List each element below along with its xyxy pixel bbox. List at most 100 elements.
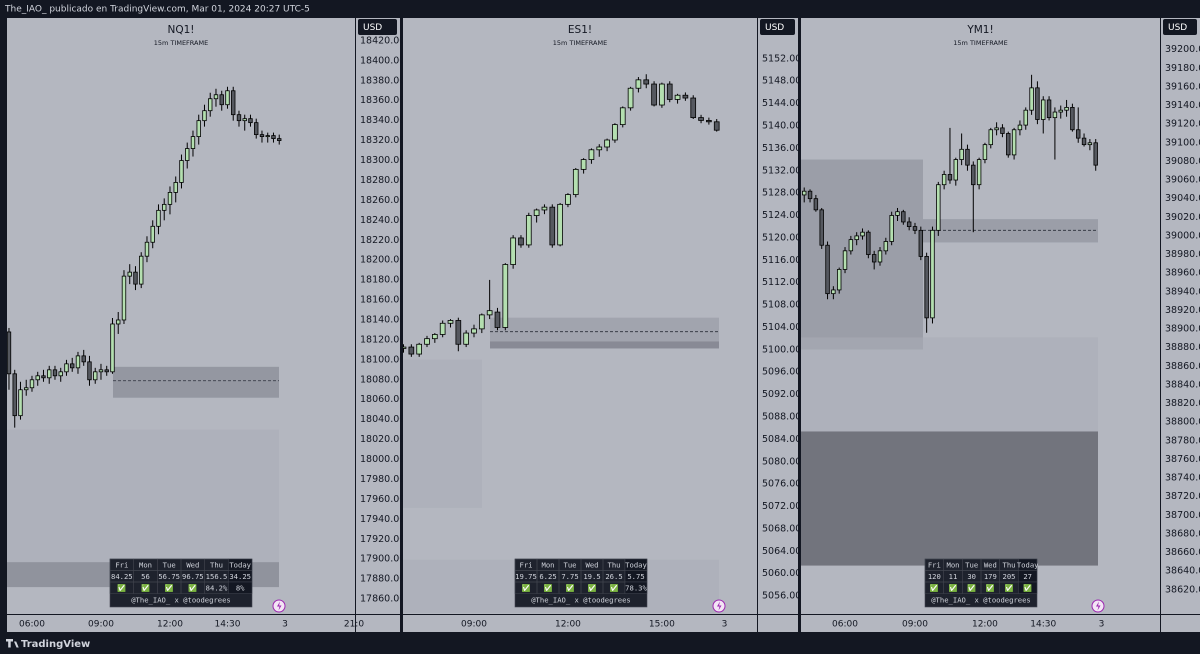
y-tick-label: 5144.00: [762, 98, 801, 109]
y-tick-label: 5080.00: [762, 456, 801, 467]
candle-body: [901, 211, 906, 223]
candle-body: [87, 361, 92, 381]
y-tick-label: 39140.00: [1165, 100, 1200, 111]
footer-text: TradingView: [21, 639, 90, 650]
candle-body: [219, 94, 224, 106]
candle-body: [889, 215, 894, 242]
candle-body: [924, 255, 929, 319]
y-tick-label: 39020.00: [1165, 212, 1200, 223]
y-tick-label: 38880.00: [1165, 342, 1200, 353]
table-cell: [624, 581, 648, 594]
table-header: Today: [1017, 560, 1039, 569]
candle-body: [1035, 87, 1040, 120]
candle-body: [557, 203, 563, 246]
zone: [113, 366, 279, 398]
table-value: 34.25: [229, 572, 251, 581]
x-tick-label: 15:00: [649, 620, 675, 630]
candle-body: [81, 355, 86, 363]
candle-body: [690, 97, 697, 119]
stats-table: Fri Mon Tue Wed Thu Today 84.25 56 56.75 96.75 156…: [109, 558, 253, 608]
candle-body: [854, 235, 859, 241]
chart-title: ES1!: [568, 24, 592, 36]
y-tick-label: 5072.00: [762, 501, 801, 512]
table-value: ✅: [610, 583, 619, 592]
table-value: 179: [984, 572, 997, 581]
candle-body: [271, 135, 276, 139]
candle-body: [1006, 133, 1011, 156]
x-tick-label: 09:00: [461, 620, 487, 630]
candle-body: [525, 215, 532, 246]
y-tick-label: 39160.00: [1165, 81, 1200, 92]
y-tick-label: 18060.00: [360, 394, 405, 405]
y-tick-label: 5112.00: [762, 277, 801, 288]
x-tick-label: 06:00: [19, 620, 45, 630]
y-tick-label: 17920.00: [360, 534, 405, 545]
table-header: Fri: [115, 560, 128, 569]
candle-body: [619, 107, 626, 126]
icon-bolt: [277, 601, 282, 611]
y-tick-label: 18180.00: [360, 275, 405, 286]
candle-body: [604, 139, 610, 148]
candle-body: [518, 237, 524, 246]
candle-body: [651, 83, 657, 106]
candle-body: [713, 121, 720, 131]
candle-body: [895, 211, 900, 216]
table-value: 30: [967, 572, 976, 581]
candle-body: [424, 338, 430, 345]
candle-body: [471, 328, 477, 334]
candle-body: [173, 182, 178, 193]
y-tick-label: 39120.00: [1165, 119, 1200, 130]
y-tick-label: 5116.00: [762, 255, 801, 266]
x-tick-label: 12:00: [157, 620, 183, 630]
currency-label: USD: [363, 23, 382, 33]
plot-area: [801, 74, 1098, 566]
candle-body: [236, 114, 242, 122]
candle-body: [35, 375, 40, 381]
y-tick-label: 18340.00: [360, 115, 405, 126]
candle-body: [75, 355, 81, 369]
candle-body: [202, 110, 207, 122]
table-header: Mon: [947, 560, 960, 569]
candle-body: [7, 331, 12, 375]
candle-body: [167, 192, 173, 205]
zone: [801, 431, 1098, 566]
y-tick-label: 18100.00: [360, 354, 405, 365]
y-tick-label: 38940.00: [1165, 286, 1200, 297]
y-tick-label: 5076.00: [762, 479, 801, 490]
y-tick-label: 5108.00: [762, 300, 801, 311]
x-tick-label: 12:00: [972, 620, 998, 630]
zone: [403, 359, 482, 508]
y-tick-label: 17940.00: [360, 514, 405, 525]
y-tick-label: 5124.00: [762, 210, 801, 221]
candle-body: [208, 98, 213, 112]
table-value: ✅: [1023, 583, 1032, 592]
table-value: ✅: [188, 583, 197, 592]
y-tick-label: 18120.00: [360, 334, 405, 345]
candle-body: [659, 83, 665, 106]
candle-body: [541, 206, 548, 211]
candle-body: [408, 346, 415, 355]
y-tick-label: 17860.00: [360, 594, 405, 605]
y-tick-label: 38780.00: [1165, 435, 1200, 446]
candle-body: [70, 363, 75, 369]
candle-body: [162, 203, 167, 211]
y-tick-label: 18080.00: [360, 374, 405, 385]
candle-body: [819, 209, 824, 246]
candle-body: [58, 371, 63, 377]
y-tick-label: 5084.00: [762, 434, 801, 445]
candle-body: [116, 319, 121, 325]
candle-body: [139, 255, 144, 285]
table-value: 6.25: [539, 572, 556, 581]
y-tick-label: 5096.00: [762, 367, 801, 378]
candle-body: [813, 198, 819, 211]
y-tick-label: 39200.00: [1165, 44, 1200, 55]
x-tick-label: 3: [722, 620, 728, 630]
candle-body: [93, 371, 98, 381]
table-header: Wed: [186, 560, 199, 569]
candle-body: [190, 136, 196, 149]
table-header: Today: [625, 560, 647, 569]
price-axis: [356, 18, 400, 632]
chart-subtitle: 15m TIMEFRAME: [154, 39, 208, 47]
currency-badge: [358, 19, 397, 35]
